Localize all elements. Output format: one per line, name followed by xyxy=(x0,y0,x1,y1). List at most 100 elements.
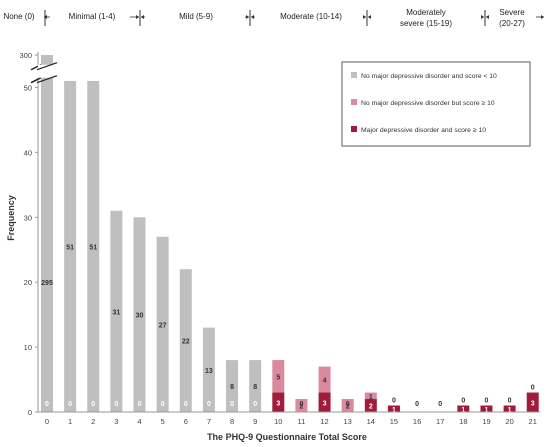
label-no-mdd-lt10: 22 xyxy=(182,339,190,346)
label-mdd-ge10: 0 xyxy=(207,401,211,408)
band-arrowhead xyxy=(246,15,249,19)
label-no-mdd-lt10: 31 xyxy=(112,309,120,316)
label-no-mdd-ge10: 0 xyxy=(531,385,535,392)
y-tick-label: 40 xyxy=(24,148,32,157)
bar-mdd-ge10 xyxy=(457,405,470,412)
label-mdd-ge10: 0 xyxy=(415,401,419,408)
label-no-mdd-lt10: 51 xyxy=(89,244,97,251)
x-tick-label: 18 xyxy=(459,417,467,426)
legend: No major depressive disorder and score <… xyxy=(341,61,531,147)
bar-no-mdd-lt10 xyxy=(64,80,77,413)
band-arrowhead xyxy=(141,15,144,19)
label-mdd-ge10: 0 xyxy=(253,401,257,408)
y-axis: 0 10 20 30 40 50 300 xyxy=(19,51,46,417)
x-tick-label: 9 xyxy=(253,417,257,426)
label-no-mdd-lt10: 8 xyxy=(230,384,234,391)
x-tick-label: 15 xyxy=(390,417,398,426)
label-no-mdd-ge10: 1 xyxy=(369,394,373,401)
label-no-mdd-ge10: 2 xyxy=(299,404,303,411)
y-tick-label: 20 xyxy=(24,278,32,287)
y-axis-label: Frequency xyxy=(6,195,16,241)
bar-no-mdd-lt10 xyxy=(110,210,123,412)
label-mdd-ge10: 3 xyxy=(276,400,280,407)
severity-band-label: severe (15-19) xyxy=(400,19,452,28)
x-tick-label: 13 xyxy=(344,417,352,426)
label-no-mdd-ge10: 5 xyxy=(276,374,280,381)
y-tick-label: 300 xyxy=(19,51,32,60)
bar-no-mdd-lt10 xyxy=(133,217,146,412)
x-tick-label: 8 xyxy=(230,417,234,426)
x-tick-label: 21 xyxy=(529,417,537,426)
x-tick-label: 11 xyxy=(298,417,306,426)
band-arrowhead xyxy=(44,15,47,19)
bar-no-mdd-ge10 xyxy=(364,392,377,400)
legend-entry: No major depressive disorder but score ≥… xyxy=(361,100,495,107)
bar-no-mdd-lt10 xyxy=(202,327,215,412)
severity-band-label: Severe xyxy=(499,8,525,17)
label-mdd-ge10: 0 xyxy=(114,401,118,408)
severity-bands: None (0) Minimal (1-4) Mild (5-9) Moderate … xyxy=(3,8,544,28)
legend-swatch xyxy=(351,99,357,105)
x-tick-label: 20 xyxy=(505,417,513,426)
legend-entry: No major depressive disorder and score <… xyxy=(361,73,497,80)
bar-no-mdd-ge10 xyxy=(318,366,331,393)
x-tick-label: 16 xyxy=(413,417,421,426)
label-no-mdd-lt10: 30 xyxy=(136,313,144,320)
label-mdd-ge10: 0 xyxy=(138,401,142,408)
bar-no-mdd-lt10 xyxy=(156,236,169,412)
legend-entry: Major depressive disorder and score ≥ 10 xyxy=(361,127,486,134)
severity-band-label: Moderately xyxy=(406,8,446,17)
label-no-mdd-ge10: 4 xyxy=(323,378,327,385)
label-mdd-ge10: 3 xyxy=(531,400,535,407)
label-mdd-ge10: 0 xyxy=(91,401,95,408)
band-arrowhead xyxy=(251,15,254,19)
bar-no-mdd-ge10 xyxy=(272,360,285,393)
bar-mdd-ge10 xyxy=(526,392,539,412)
bar-break-mark xyxy=(36,75,58,84)
x-tick-label: 7 xyxy=(207,417,211,426)
band-arrowhead xyxy=(363,15,366,19)
x-tick-label: 5 xyxy=(161,417,165,426)
label-mdd-ge10: 0 xyxy=(438,401,442,408)
bar-no-mdd-ge10 xyxy=(341,399,354,412)
label-no-mdd-ge10: 2 xyxy=(346,404,350,411)
x-tick-label: 12 xyxy=(320,417,328,426)
label-mdd-ge10: 2 xyxy=(369,404,373,411)
bar-no-mdd-lt10 xyxy=(249,360,262,412)
severity-band-label: (20-27) xyxy=(499,19,525,28)
label-no-mdd-ge10: 0 xyxy=(392,398,396,405)
severity-band-label: Minimal (1-4) xyxy=(69,12,116,21)
legend-swatch xyxy=(351,72,357,78)
legend-swatch xyxy=(351,126,357,132)
label-no-mdd-lt10: 51 xyxy=(66,244,74,251)
bar-mdd-ge10 xyxy=(387,405,400,412)
bar-no-mdd-ge10 xyxy=(295,399,308,412)
label-no-mdd-lt10: 13 xyxy=(205,368,213,375)
y-tick-label: 50 xyxy=(24,83,32,92)
bar-no-mdd-lt10 xyxy=(179,269,192,412)
label-mdd-ge10: 0 xyxy=(346,401,350,408)
y-tick-label: 30 xyxy=(24,213,32,222)
x-tick-label: 3 xyxy=(114,417,118,426)
y-tick-label: 10 xyxy=(24,343,32,352)
x-tick-label: 4 xyxy=(137,417,141,426)
label-no-mdd-lt10: 295 xyxy=(41,280,53,287)
x-tick-label: 10 xyxy=(274,417,282,426)
label-mdd-ge10: 1 xyxy=(461,407,465,414)
label-mdd-ge10: 1 xyxy=(392,407,396,414)
label-mdd-ge10: 0 xyxy=(299,401,303,408)
x-tick-label: 19 xyxy=(482,417,490,426)
label-mdd-ge10: 1 xyxy=(508,407,512,414)
label-mdd-ge10: 0 xyxy=(45,401,49,408)
bar-mdd-ge10 xyxy=(318,392,331,412)
bar-mdd-ge10 xyxy=(480,405,493,412)
x-tick-label: 1 xyxy=(68,417,72,426)
label-mdd-ge10: 1 xyxy=(485,407,489,414)
label-mdd-ge10: 0 xyxy=(184,401,188,408)
band-arrowhead xyxy=(541,15,544,19)
bar-no-mdd-lt10 xyxy=(41,55,53,412)
x-tick-label: 0 xyxy=(45,417,49,426)
bar-no-mdd-lt10 xyxy=(226,360,239,412)
x-axis-label: The PHQ-9 Questionnaire Total Score xyxy=(207,432,367,442)
